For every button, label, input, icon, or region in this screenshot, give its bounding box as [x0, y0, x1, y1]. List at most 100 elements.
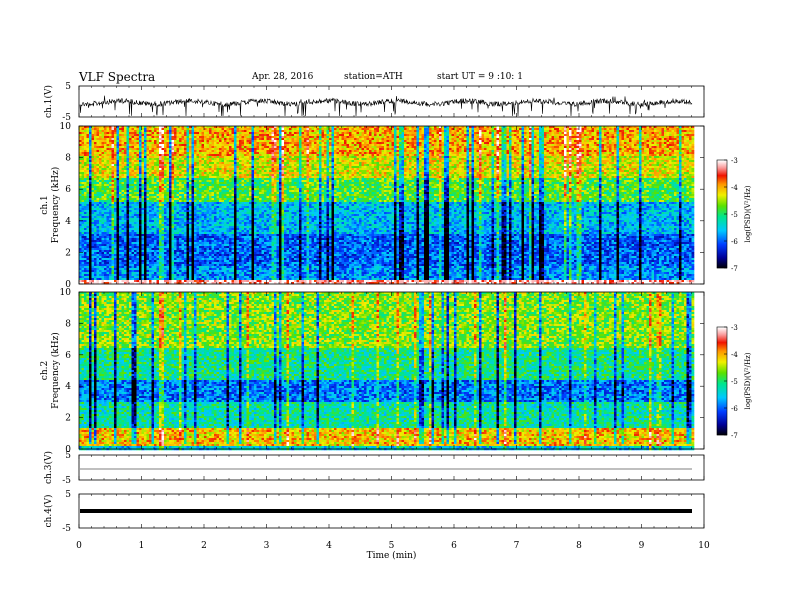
spectrogram-cell: [194, 192, 197, 194]
spectrogram-cell: [204, 134, 207, 136]
spectrogram-cell: [154, 158, 157, 160]
spectrogram-cell: [179, 278, 182, 280]
spectrogram-cell: [104, 276, 107, 278]
spectrogram-cell: [84, 214, 87, 216]
spectrogram-cell: [87, 274, 90, 276]
spectrogram-cell: [127, 188, 130, 190]
spectrogram-cell: [94, 210, 97, 212]
spectrogram-cell: [124, 278, 127, 280]
spectrogram-cell: [117, 218, 120, 220]
spectrogram-cell: [82, 258, 85, 260]
spectrogram-cell: [224, 278, 227, 280]
spectrogram-cell: [137, 274, 140, 276]
spectrogram-cell: [154, 240, 157, 242]
spectrogram-cell: [97, 218, 100, 220]
spectrogram-cell: [169, 220, 172, 222]
spectrogram-cell: [149, 280, 152, 282]
spectrogram-cell: [102, 222, 105, 224]
spectrogram-cell: [167, 180, 170, 182]
spectrogram-cell: [82, 230, 85, 232]
spectrogram-cell: [222, 158, 225, 160]
spectrogram-cell: [159, 162, 162, 164]
spectrogram-cell: [129, 164, 132, 166]
spectrogram-cell: [199, 270, 202, 272]
spectrogram-cell: [119, 164, 122, 166]
spectrogram-cell: [177, 194, 180, 196]
spectrogram-cell: [97, 216, 100, 218]
spectrogram-cell: [92, 144, 95, 146]
spectrogram-cell: [204, 184, 207, 186]
spectrogram-cell: [162, 260, 165, 262]
spectrogram-cell: [202, 262, 205, 264]
spectrogram-cell: [117, 248, 120, 250]
spectrogram-cell: [232, 230, 235, 232]
spectrogram-cell: [149, 128, 152, 130]
spectrogram-cell: [144, 148, 147, 150]
spectrogram-cell: [224, 144, 227, 146]
spectrogram-cell: [227, 186, 230, 188]
spectrogram-cell: [152, 154, 155, 156]
spectrogram-cell: [97, 156, 100, 158]
spectrogram-cell: [82, 134, 85, 136]
spectrogram-cell: [147, 238, 150, 240]
spectrogram-cell: [112, 226, 115, 228]
spectrogram-cell: [122, 268, 125, 270]
spectrogram-cell: [207, 242, 210, 244]
spectrogram-cell: [219, 182, 222, 184]
spectrogram-cell: [99, 128, 102, 130]
spectrogram-cell: [192, 174, 195, 176]
spectrogram-cell: [112, 240, 115, 242]
spectrogram-cell: [182, 180, 185, 182]
spectrogram-cell: [97, 200, 100, 202]
spectrogram-cell: [92, 162, 95, 164]
spectrogram-cell: [169, 204, 172, 206]
spectrogram-cell: [122, 140, 125, 142]
spectrogram-cell: [152, 262, 155, 264]
spectrogram-cell: [174, 264, 177, 266]
spectrogram-cell: [149, 164, 152, 166]
spectrogram-cell: [119, 234, 122, 236]
spectrogram-cell: [207, 236, 210, 238]
spectrogram-cell: [217, 264, 220, 266]
spectrogram-cell: [124, 194, 127, 196]
spectrogram-cell: [154, 258, 157, 260]
spectrogram-cell: [147, 136, 150, 138]
spectrogram-cell: [107, 248, 110, 250]
spectrogram-cell: [92, 218, 95, 220]
spectrogram-cell: [154, 238, 157, 240]
spectrogram-cell: [122, 144, 125, 146]
spectrogram-cell: [89, 236, 92, 238]
spectrogram-cell: [192, 134, 195, 136]
spectrogram-cell: [212, 218, 215, 220]
spectrogram-cell: [154, 264, 157, 266]
spectrogram-cell: [192, 200, 195, 202]
spectrogram-cell: [94, 246, 97, 248]
spectrogram-cell: [232, 164, 235, 166]
spectrogram-cell: [232, 214, 235, 216]
spectrogram-cell: [152, 228, 155, 230]
spectrogram-cell: [117, 144, 120, 146]
spectrogram-cell: [227, 260, 230, 262]
spectrogram-cell: [222, 182, 225, 184]
spectrogram-cell: [177, 224, 180, 226]
spectrogram-cell: [204, 246, 207, 248]
spectrogram-cell: [117, 154, 120, 156]
spectrogram-cell: [197, 136, 200, 138]
spectrogram-cell: [229, 244, 232, 246]
spectrogram-cell: [184, 192, 187, 194]
spectrogram-cell: [82, 162, 85, 164]
spectrogram-cell: [232, 128, 235, 130]
spectrogram-cell: [179, 172, 182, 174]
spectrogram-cell: [217, 150, 220, 152]
spectrogram-cell: [82, 174, 85, 176]
spectrogram-cell: [92, 180, 95, 182]
spectrogram-cell: [232, 170, 235, 172]
spectrogram-cell: [167, 222, 170, 224]
spectrogram-cell: [107, 214, 110, 216]
spectrogram-cell: [157, 278, 160, 280]
spectrogram-cell: [154, 180, 157, 182]
spectrogram-cell: [92, 152, 95, 154]
spectrogram-cell: [209, 252, 212, 254]
spectrogram-cell: [164, 238, 167, 240]
spectrogram-cell: [169, 214, 172, 216]
